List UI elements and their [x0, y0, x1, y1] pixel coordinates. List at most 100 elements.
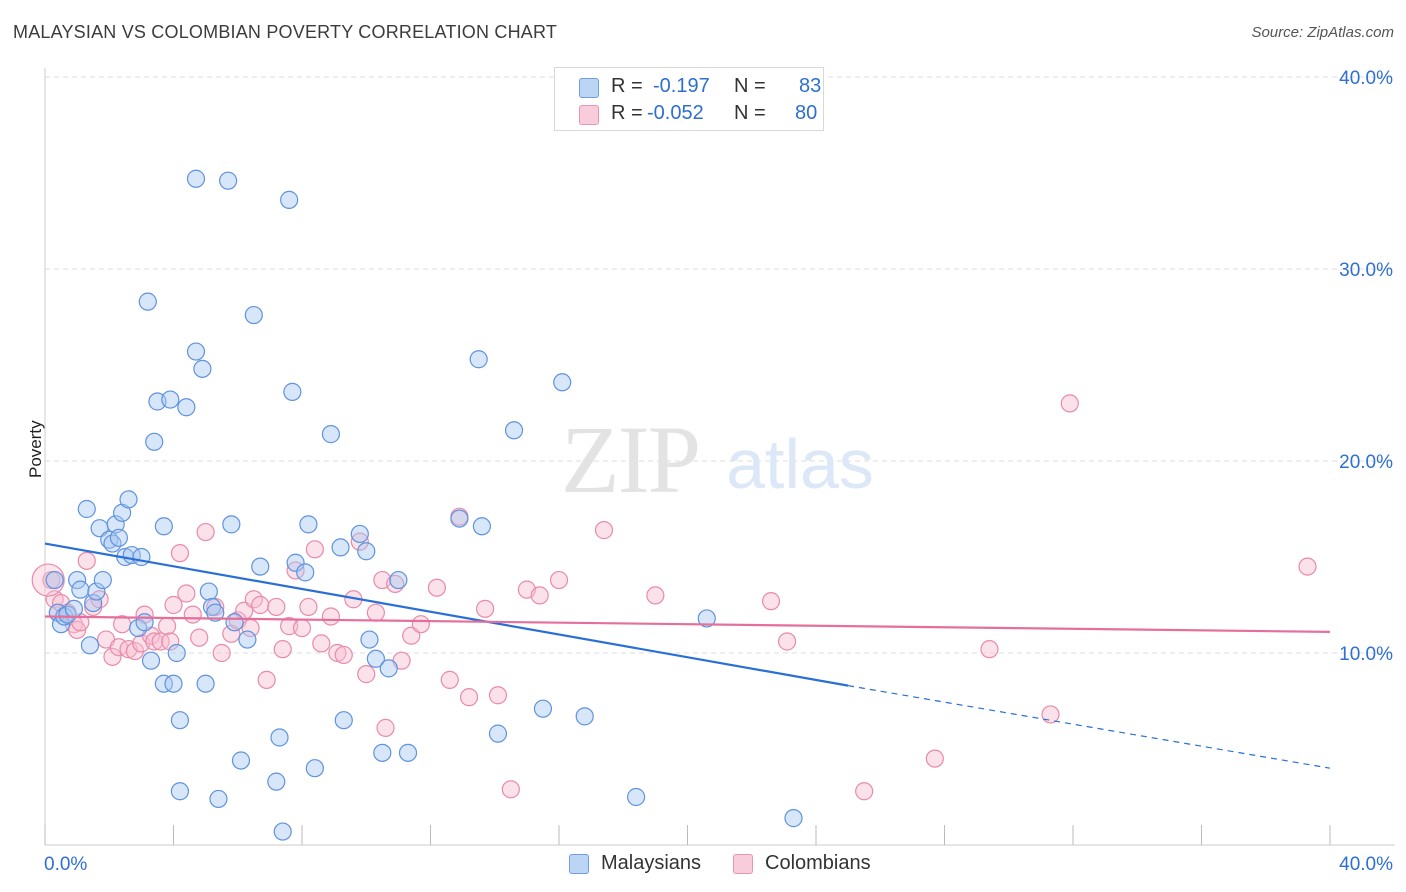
chart-title: MALAYSIAN VS COLOMBIAN POVERTY CORRELATI…	[13, 22, 558, 42]
legend-r-label: R =	[611, 102, 643, 124]
malaysian-point	[626, 787, 646, 807]
malaysian-point	[84, 593, 103, 613]
watermark: ZIP atlas	[561, 406, 874, 513]
malaysian-point	[170, 782, 190, 801]
malaysian-point	[360, 630, 379, 649]
colombian-point	[501, 780, 520, 799]
colombian-point	[440, 670, 459, 689]
colombian-point	[305, 540, 324, 559]
malaysian-point	[64, 599, 84, 618]
malaysian-point	[299, 515, 318, 534]
malaysian-point	[305, 759, 324, 778]
malaysian-point	[164, 674, 183, 693]
colombian-point	[530, 586, 549, 605]
colombian-point	[1298, 557, 1317, 576]
colombian-point	[646, 586, 665, 605]
colombian-point	[151, 632, 170, 651]
malaysian-point	[161, 390, 180, 409]
tick-labels: 10.0% 20.0% 30.0% 40.0% 0.0% 40.0%	[44, 68, 1393, 875]
malaysian-point	[196, 674, 215, 693]
malaysian-point	[357, 542, 376, 561]
malaysian-point	[186, 342, 206, 361]
colombian-point	[357, 665, 376, 684]
malaysian-point	[93, 570, 112, 590]
colombian-point	[488, 686, 508, 705]
colombian-point	[980, 640, 999, 659]
axes	[44, 68, 1395, 846]
colombian-point	[376, 718, 395, 737]
source-note: Source: ZipAtlas.com	[1251, 24, 1394, 41]
malaysian-point	[697, 609, 716, 628]
colombian-point	[549, 570, 569, 590]
colombian-point	[251, 595, 270, 615]
malaysians-trend-line	[44, 542, 849, 687]
trend-lines	[44, 542, 1331, 769]
colombian-point	[855, 782, 874, 801]
colombian-point	[459, 688, 479, 707]
colombian-point	[103, 647, 122, 666]
malaysian-point	[109, 528, 128, 547]
malaysian-point	[145, 432, 164, 451]
watermark-zip: ZIP	[561, 406, 699, 513]
malaysian-point	[280, 190, 299, 209]
malaysian-point	[398, 743, 418, 762]
malaysian-point	[87, 582, 106, 601]
x-tick-label-max: 40.0%	[1339, 854, 1393, 875]
malaysian-point	[199, 582, 218, 601]
malaysian-point	[219, 171, 238, 190]
malaysian-point	[244, 305, 263, 325]
colombian-point	[366, 603, 385, 622]
malaysian-point	[225, 613, 244, 632]
malaysian-point	[45, 570, 64, 590]
malaysian-point	[132, 547, 151, 567]
malaysian-point	[379, 659, 398, 678]
malaysian-point	[273, 822, 292, 841]
bottom-legend-label: Colombians	[765, 852, 871, 874]
colombian-point	[328, 643, 347, 663]
malaysian-point	[283, 382, 302, 401]
malaysian-point	[135, 613, 154, 632]
colombian-point	[1041, 705, 1060, 724]
y-tick-label: 30.0%	[1339, 260, 1393, 281]
bottom-legend-swatch-pink	[733, 854, 753, 874]
malaysian-point	[784, 809, 803, 828]
malaysian-point	[154, 517, 173, 536]
malaysian-point	[267, 772, 286, 791]
malaysian-point	[469, 350, 488, 369]
malaysian-point	[321, 425, 341, 444]
malaysian-point	[80, 636, 100, 655]
colombian-point	[334, 645, 353, 665]
malaysians-points	[45, 169, 803, 841]
colombian-point	[427, 578, 447, 597]
y-axis-label: Poverty	[26, 420, 45, 478]
colombian-point	[476, 599, 495, 618]
y-tick-label: 20.0%	[1339, 452, 1393, 473]
malaysian-point	[138, 292, 157, 311]
malaysian-point	[366, 649, 385, 668]
malaysian-point	[186, 169, 206, 188]
colombian-point	[161, 632, 180, 651]
malaysian-point	[206, 603, 225, 622]
colombian-point	[257, 670, 276, 689]
grid-lines	[45, 76, 1395, 654]
colombians-trend-line	[44, 615, 1331, 633]
legend-r-value: -0.052	[647, 102, 704, 124]
y-tick-label: 10.0%	[1339, 644, 1393, 665]
malaysian-point	[202, 597, 222, 617]
colombian-point	[157, 617, 177, 636]
malaysian-point	[77, 499, 96, 519]
malaysian-point	[488, 724, 508, 743]
legend-swatch-blue	[579, 78, 599, 98]
x-tick-label-min: 0.0%	[44, 854, 87, 875]
malaysian-point	[177, 398, 196, 417]
malaysian-point	[170, 711, 190, 730]
colombians-points	[31, 394, 1317, 801]
malaysian-point	[296, 563, 315, 582]
malaysian-point	[472, 517, 491, 536]
bottom-legend-label: Malaysians	[601, 852, 702, 874]
legend-n-label: N =	[734, 75, 766, 97]
colombian-point	[212, 643, 231, 663]
colombian-point	[925, 749, 944, 768]
colombian-point	[292, 618, 312, 638]
malaysian-point	[119, 490, 138, 509]
